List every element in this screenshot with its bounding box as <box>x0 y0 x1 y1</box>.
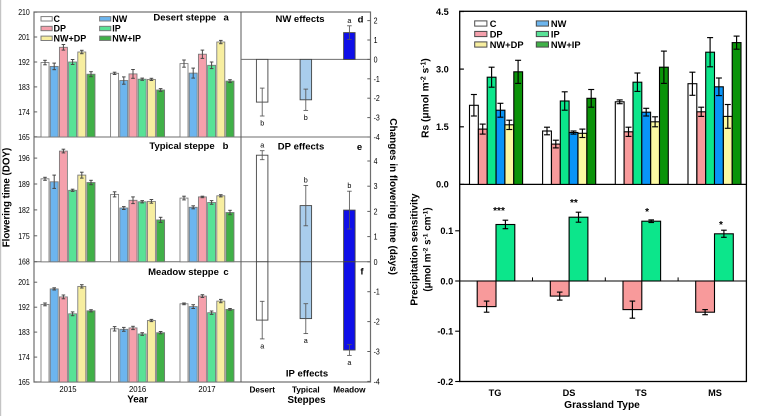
svg-text:C: C <box>54 14 61 24</box>
svg-text:183: 183 <box>18 327 30 337</box>
svg-text:2016: 2016 <box>129 384 147 394</box>
svg-text:DP: DP <box>490 29 503 39</box>
svg-text:Desert: Desert <box>249 385 275 394</box>
svg-text:-1: -1 <box>374 287 380 297</box>
svg-text:a: a <box>347 358 351 367</box>
svg-text:a: a <box>260 341 264 350</box>
svg-text:-4: -4 <box>374 132 380 142</box>
svg-text:IP: IP <box>112 24 121 34</box>
svg-text:165: 165 <box>18 377 30 387</box>
svg-text:-1: -1 <box>374 74 380 84</box>
svg-text:NW: NW <box>551 19 567 29</box>
svg-text:210: 210 <box>18 7 30 17</box>
svg-text:201: 201 <box>18 277 30 287</box>
svg-text:-2: -2 <box>374 93 380 103</box>
svg-text:196: 196 <box>18 153 30 163</box>
svg-text:3.0: 3.0 <box>436 64 449 74</box>
svg-text:-3: -3 <box>374 113 380 123</box>
svg-text:a: a <box>224 12 230 23</box>
svg-text:175: 175 <box>18 231 30 241</box>
svg-text:IP effects: IP effects <box>286 369 328 380</box>
svg-text:a: a <box>260 141 264 150</box>
svg-text:TS: TS <box>635 388 647 398</box>
svg-text:d: d <box>358 14 364 25</box>
svg-text:Desert steppe: Desert steppe <box>153 12 216 23</box>
svg-text:168: 168 <box>18 257 30 267</box>
svg-text:-4: -4 <box>374 376 380 386</box>
svg-text:e: e <box>357 142 362 153</box>
svg-text:b: b <box>304 113 308 122</box>
svg-text:Year: Year <box>127 394 148 405</box>
svg-text:**: ** <box>570 198 578 209</box>
svg-text:4.5: 4.5 <box>436 7 449 17</box>
svg-text:DP: DP <box>54 24 67 34</box>
svg-text:2: 2 <box>374 206 378 216</box>
svg-text:2: 2 <box>374 16 378 26</box>
svg-text:a: a <box>304 336 308 345</box>
svg-text:Flowering time (DOY): Flowering time (DOY) <box>1 148 12 248</box>
svg-text:2017: 2017 <box>198 384 216 394</box>
svg-text:MS: MS <box>708 388 722 398</box>
svg-text:***: *** <box>493 206 505 217</box>
svg-text:b: b <box>304 175 308 184</box>
svg-text:1: 1 <box>374 232 378 242</box>
svg-text:*: * <box>645 207 649 218</box>
svg-text:174: 174 <box>18 107 30 117</box>
svg-text:0.0: 0.0 <box>440 276 453 286</box>
svg-text:b: b <box>347 181 351 190</box>
svg-text:IP: IP <box>551 29 560 39</box>
svg-text:Meadow: Meadow <box>333 385 366 394</box>
svg-text:0.0: 0.0 <box>436 180 449 190</box>
svg-text:182: 182 <box>18 205 30 215</box>
svg-text:-2: -2 <box>374 317 380 327</box>
svg-text:(μmol m-2​ s-1​ cm-1​): (μmol m-2​ s-1​ cm-1​) <box>422 207 433 291</box>
svg-text:a: a <box>347 16 351 25</box>
svg-text:183: 183 <box>18 82 30 92</box>
svg-text:TG: TG <box>489 388 502 398</box>
svg-text:201: 201 <box>18 32 30 42</box>
svg-text:NW: NW <box>112 14 127 24</box>
svg-text:192: 192 <box>18 302 30 312</box>
svg-text:-0.1: -0.1 <box>437 327 453 337</box>
svg-text:DP effects: DP effects <box>278 142 324 153</box>
svg-text:-0.2: -0.2 <box>437 377 453 387</box>
svg-text:Steppes: Steppes <box>287 395 326 406</box>
svg-text:*: * <box>719 220 723 231</box>
svg-text:Grassland Type: Grassland Type <box>564 400 640 411</box>
svg-text:b: b <box>223 141 229 152</box>
svg-text:174: 174 <box>18 352 30 362</box>
svg-text:Precipitation sensitivity: Precipitation sensitivity <box>410 193 421 306</box>
svg-text:c: c <box>223 267 228 278</box>
svg-text:192: 192 <box>18 57 30 67</box>
svg-text:1: 1 <box>374 35 378 45</box>
svg-text:Meadow steppe: Meadow steppe <box>148 267 219 278</box>
svg-text:Typical steppe: Typical steppe <box>149 141 214 152</box>
svg-text:4: 4 <box>374 156 378 166</box>
svg-text:1.5: 1.5 <box>436 122 449 132</box>
svg-text:C: C <box>490 19 497 29</box>
svg-text:189: 189 <box>18 179 30 189</box>
svg-text:NW+IP: NW+IP <box>112 34 141 44</box>
svg-text:0: 0 <box>374 54 378 64</box>
svg-text:DS: DS <box>563 388 576 398</box>
svg-text:NW+IP: NW+IP <box>551 40 581 50</box>
svg-text:b: b <box>260 119 264 128</box>
svg-text:f: f <box>360 267 364 278</box>
svg-text:NW+DP: NW+DP <box>490 40 524 50</box>
svg-text:NW+DP: NW+DP <box>54 34 87 44</box>
svg-text:Changes in flowering time (day: Changes in flowering time (days) <box>387 118 398 275</box>
svg-text:Typical: Typical <box>292 385 320 394</box>
svg-text:0.1: 0.1 <box>440 226 453 236</box>
svg-text:165: 165 <box>18 132 30 142</box>
svg-text:Rs (μmol m-2​ s-1​): Rs (μmol m-2​ s-1​) <box>420 58 431 138</box>
svg-text:2015: 2015 <box>59 384 77 394</box>
svg-text:NW effects: NW effects <box>275 14 324 25</box>
svg-text:0: 0 <box>374 257 378 267</box>
svg-text:3: 3 <box>374 181 378 191</box>
svg-text:-3: -3 <box>374 347 380 357</box>
